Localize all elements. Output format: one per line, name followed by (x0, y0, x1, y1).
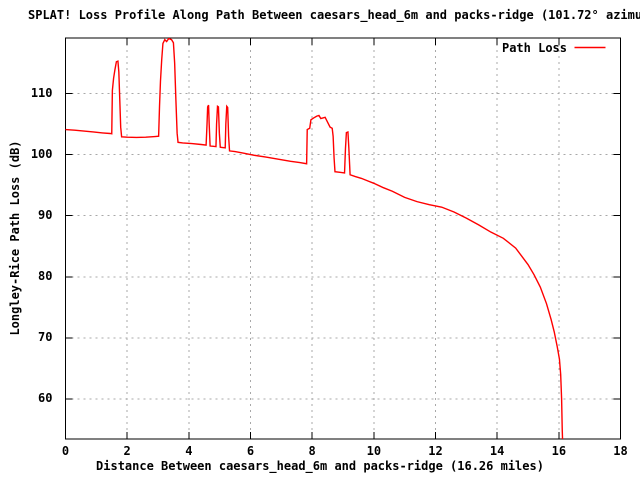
x-tick-label: 12 (428, 444, 443, 458)
x-tick-label: 6 (246, 444, 255, 458)
path-loss-curve (65, 38, 564, 439)
y-axis-label: Longley-Rice Path Loss (dB) (8, 140, 22, 336)
x-tick-label: 10 (366, 444, 382, 458)
x-tick-label: 0 (61, 444, 70, 458)
y-tick-label: 100 (30, 147, 53, 162)
x-tick-label: 18 (613, 444, 628, 458)
x-tick-label: 8 (308, 444, 316, 458)
chart-title: SPLAT! Loss Profile Along Path Between c… (28, 8, 640, 22)
plot-border (65, 37, 621, 440)
y-tick-label: 60 (38, 391, 53, 406)
y-tick-label: 70 (38, 330, 53, 345)
x-tick-label: 2 (123, 444, 131, 458)
x-axis-label: Distance Between caesars_head_6m and pac… (96, 459, 544, 473)
x-tick-label: 14 (489, 444, 505, 458)
x-tick-label: 16 (551, 444, 567, 458)
y-tick-label: 80 (38, 269, 53, 284)
y-tick-label: 90 (38, 208, 53, 223)
y-tick-label: 110 (30, 85, 53, 100)
legend-label: Path Loss (501, 41, 567, 55)
x-tick-label: 4 (185, 444, 193, 458)
